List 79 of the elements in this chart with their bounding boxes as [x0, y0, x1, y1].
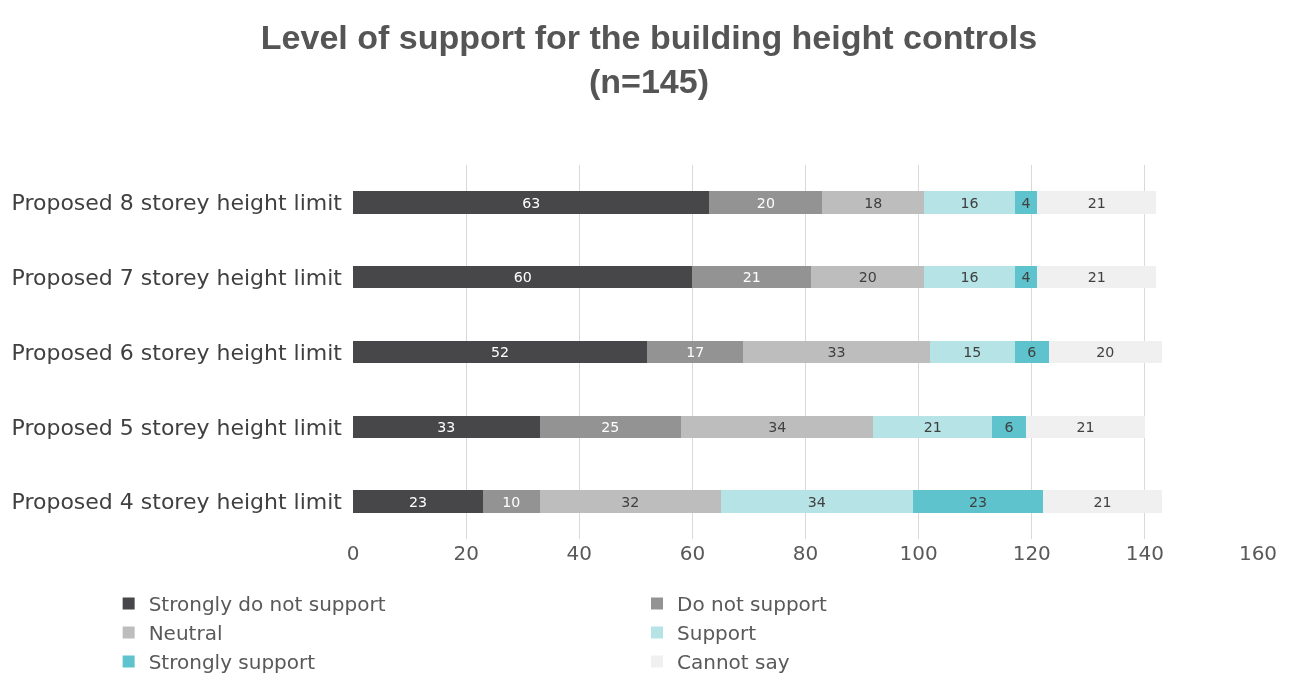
data-label: 16 [960, 269, 979, 286]
x-tick-label: 80 [792, 541, 819, 565]
bar [1048, 340, 1162, 364]
data-label: 32 [621, 493, 640, 510]
data-label: 15 [963, 344, 982, 361]
bar [743, 340, 930, 364]
data-label: 52 [491, 344, 510, 361]
chart-title: Level of support for the building height controls (n=145) [260, 17, 1038, 100]
x-tick-label: 40 [566, 541, 592, 565]
bar [353, 191, 710, 214]
legend-label: Neutral [148, 621, 223, 646]
bar [992, 415, 1027, 439]
bar [912, 490, 1044, 513]
data-label: 63 [522, 194, 541, 211]
y-tick-label: Proposed 5 storey height limit [11, 414, 343, 440]
bar [924, 265, 1015, 289]
data-label: 17 [686, 344, 705, 361]
x-tick-label: 100 [899, 541, 938, 565]
bar [709, 191, 823, 214]
data-label: 34 [768, 419, 787, 436]
y-tick-label: Proposed 6 storey height limit [11, 339, 343, 365]
y-tick-label: Proposed 7 storey height limit [11, 264, 343, 290]
x-tick-label: 160 [1238, 541, 1278, 565]
bar [483, 490, 540, 513]
x-tick-label: 0 [346, 541, 360, 565]
bar [1043, 490, 1162, 513]
data-label: 4 [1021, 194, 1031, 211]
bar [924, 191, 1015, 214]
data-label: 10 [502, 493, 521, 510]
x-tick-label: 20 [453, 541, 479, 565]
bar [929, 340, 1015, 364]
data-label: 4 [1021, 269, 1031, 286]
bar [681, 415, 874, 439]
legend-label: Do not support [677, 592, 828, 617]
bar [539, 490, 721, 513]
bar [720, 490, 913, 513]
bar [1014, 340, 1049, 364]
bar [822, 191, 925, 214]
bar [353, 265, 693, 289]
data-label: 23 [968, 493, 988, 510]
bar [692, 265, 812, 289]
y-tick-label: Proposed 4 storey height limit [11, 489, 343, 515]
bar [647, 340, 744, 364]
x-tick-label: 60 [679, 541, 706, 565]
data-label: 18 [864, 194, 883, 211]
data-label: 21 [1087, 269, 1106, 286]
y-tick-label: Proposed 8 storey height limit [11, 190, 343, 216]
data-label: 20 [756, 194, 775, 211]
legend-label: Cannot say [677, 650, 790, 675]
bar [353, 490, 484, 513]
data-label: 33 [437, 419, 456, 436]
data-label: 23 [409, 493, 428, 510]
data-label: 25 [601, 419, 620, 436]
data-label: 6 [1004, 419, 1014, 436]
bar [1026, 415, 1145, 439]
data-label: 20 [1096, 344, 1115, 361]
bar [353, 340, 648, 364]
data-label: 16 [960, 194, 979, 211]
data-label: 21 [1093, 493, 1112, 510]
data-label: 21 [923, 419, 942, 436]
x-tick-label: 140 [1125, 541, 1164, 565]
legend-label: Support [677, 621, 757, 646]
bar [1037, 191, 1157, 214]
data-label: 21 [1087, 194, 1106, 211]
data-label: 6 [1027, 344, 1037, 361]
data-label: 33 [827, 344, 846, 361]
data-label: 20 [858, 269, 877, 286]
bar [1037, 265, 1157, 289]
bar [873, 415, 993, 439]
data-label: 21 [1076, 419, 1095, 436]
bar [811, 265, 925, 289]
data-label: 21 [742, 269, 761, 286]
data-label: 60 [513, 269, 532, 286]
data-label: 34 [807, 493, 826, 510]
legend-label: Strongly support [148, 650, 316, 675]
bar [353, 415, 540, 439]
legend-label: Strongly do not support [148, 592, 386, 617]
x-tick-label: 120 [1012, 541, 1051, 565]
bar [539, 415, 682, 439]
